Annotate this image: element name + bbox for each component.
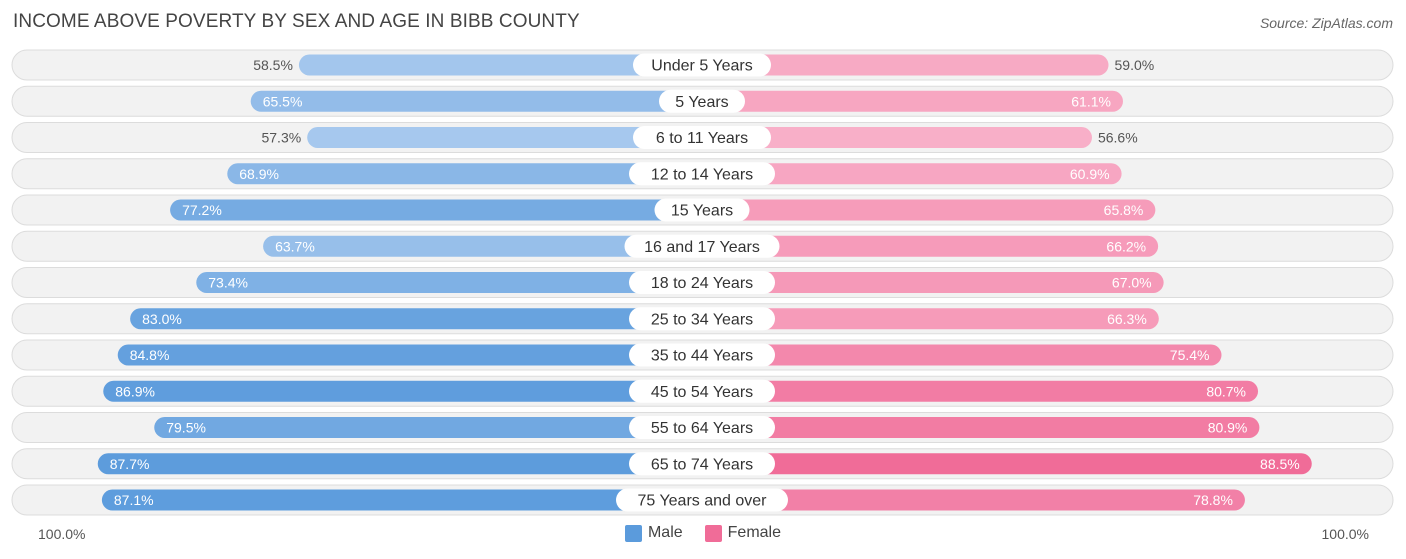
chart-title: INCOME ABOVE POVERTY BY SEX AND AGE IN B… bbox=[13, 11, 580, 32]
female-bar bbox=[702, 489, 1245, 511]
male-value-label: 58.5% bbox=[253, 57, 293, 73]
category-label: 75 Years and over bbox=[638, 493, 768, 510]
male-bar bbox=[196, 272, 703, 293]
male-bar bbox=[170, 199, 703, 221]
female-value-label: 56.6% bbox=[1098, 130, 1138, 146]
female-bar bbox=[702, 90, 1123, 112]
category-pill bbox=[633, 53, 771, 77]
legend-swatch-male bbox=[624, 524, 642, 542]
legend-label-male: Male bbox=[647, 524, 683, 541]
category-pill bbox=[629, 162, 775, 186]
diverging-bar-chart: 58.5% 59.0% Under 5 Years 65.5% 61.1% 5 Years… bbox=[11, 49, 1394, 516]
female-bar bbox=[702, 127, 1092, 148]
category-label: 35 to 44 Years bbox=[651, 348, 753, 365]
category-label: 25 to 34 Years bbox=[651, 311, 753, 328]
female-value-label: 65.8% bbox=[1104, 202, 1144, 218]
category-label: Under 5 Years bbox=[651, 58, 752, 75]
legend-item-male[interactable]: Male bbox=[624, 524, 683, 542]
category-label: 45 to 54 Years bbox=[651, 384, 753, 401]
legend-label-female: Female bbox=[727, 524, 782, 541]
female-value-label: 60.9% bbox=[1070, 166, 1110, 182]
male-value-label: 87.1% bbox=[114, 492, 154, 508]
category-label: 6 to 11 Years bbox=[656, 130, 748, 147]
male-bar bbox=[227, 163, 703, 185]
female-bar bbox=[702, 199, 1156, 221]
male-value-label: 87.7% bbox=[110, 456, 150, 472]
female-bar bbox=[702, 417, 1260, 438]
female-value-label: 80.7% bbox=[1206, 383, 1246, 399]
female-bar bbox=[702, 308, 1159, 330]
axis-right-label: 100.0% bbox=[1321, 526, 1369, 542]
male-value-label: 65.5% bbox=[263, 93, 303, 109]
category-label: 65 to 74 Years bbox=[651, 456, 753, 473]
female-bar bbox=[702, 163, 1122, 185]
female-value-label: 88.5% bbox=[1260, 456, 1300, 472]
legend: Male Female bbox=[0, 524, 1406, 542]
category-label: 15 Years bbox=[671, 203, 733, 220]
male-value-label: 83.0% bbox=[142, 311, 182, 327]
male-value-label: 68.9% bbox=[239, 166, 279, 182]
category-label: 16 and 17 Years bbox=[644, 239, 760, 256]
female-value-label: 66.3% bbox=[1107, 311, 1147, 327]
female-bar bbox=[702, 344, 1222, 366]
female-value-label: 61.1% bbox=[1071, 93, 1111, 109]
male-bar bbox=[263, 235, 702, 257]
category-pill bbox=[654, 198, 750, 222]
category-pill bbox=[629, 452, 775, 476]
male-bar bbox=[250, 90, 702, 112]
category-pill bbox=[624, 234, 780, 258]
category-pill bbox=[633, 126, 771, 149]
male-value-label: 73.4% bbox=[208, 275, 248, 291]
male-value-label: 57.3% bbox=[261, 130, 301, 146]
female-value-label: 67.0% bbox=[1112, 275, 1152, 291]
category-label: 5 Years bbox=[675, 94, 728, 111]
female-bar bbox=[702, 272, 1164, 293]
female-value-label: 66.2% bbox=[1106, 238, 1146, 254]
male-value-label: 79.5% bbox=[166, 420, 206, 436]
category-pill bbox=[629, 379, 775, 403]
male-bar bbox=[130, 308, 702, 330]
category-pill bbox=[616, 488, 788, 512]
female-bar bbox=[702, 235, 1159, 257]
category-label: 12 to 14 Years bbox=[651, 166, 753, 183]
male-value-label: 86.9% bbox=[115, 383, 155, 399]
male-bar bbox=[97, 453, 702, 475]
male-bar bbox=[298, 54, 702, 76]
female-bar bbox=[702, 453, 1312, 475]
category-pill bbox=[629, 416, 775, 439]
legend-item-female[interactable]: Female bbox=[704, 524, 782, 542]
male-value-label: 63.7% bbox=[275, 238, 315, 254]
male-bar bbox=[154, 417, 702, 438]
female-value-label: 59.0% bbox=[1115, 57, 1155, 73]
female-bar bbox=[702, 380, 1259, 402]
female-value-label: 75.4% bbox=[1170, 347, 1210, 363]
female-value-label: 78.8% bbox=[1193, 492, 1233, 508]
category-label: 55 to 64 Years bbox=[651, 420, 753, 437]
category-pill bbox=[659, 89, 745, 113]
male-value-label: 77.2% bbox=[182, 202, 222, 218]
category-pill bbox=[629, 343, 775, 367]
male-bar bbox=[307, 127, 702, 148]
source-label: Source: ZipAtlas.com bbox=[1259, 15, 1393, 31]
female-bar bbox=[702, 54, 1109, 76]
legend-swatch-female bbox=[704, 524, 722, 542]
category-pill bbox=[629, 307, 775, 331]
axis-left-label: 100.0% bbox=[38, 526, 86, 542]
male-value-label: 84.8% bbox=[130, 347, 170, 363]
female-value-label: 80.9% bbox=[1208, 420, 1248, 436]
male-bar bbox=[117, 344, 702, 366]
male-bar bbox=[103, 380, 702, 402]
male-bar bbox=[101, 489, 703, 511]
category-label: 18 to 24 Years bbox=[651, 275, 753, 292]
category-pill bbox=[629, 271, 775, 294]
